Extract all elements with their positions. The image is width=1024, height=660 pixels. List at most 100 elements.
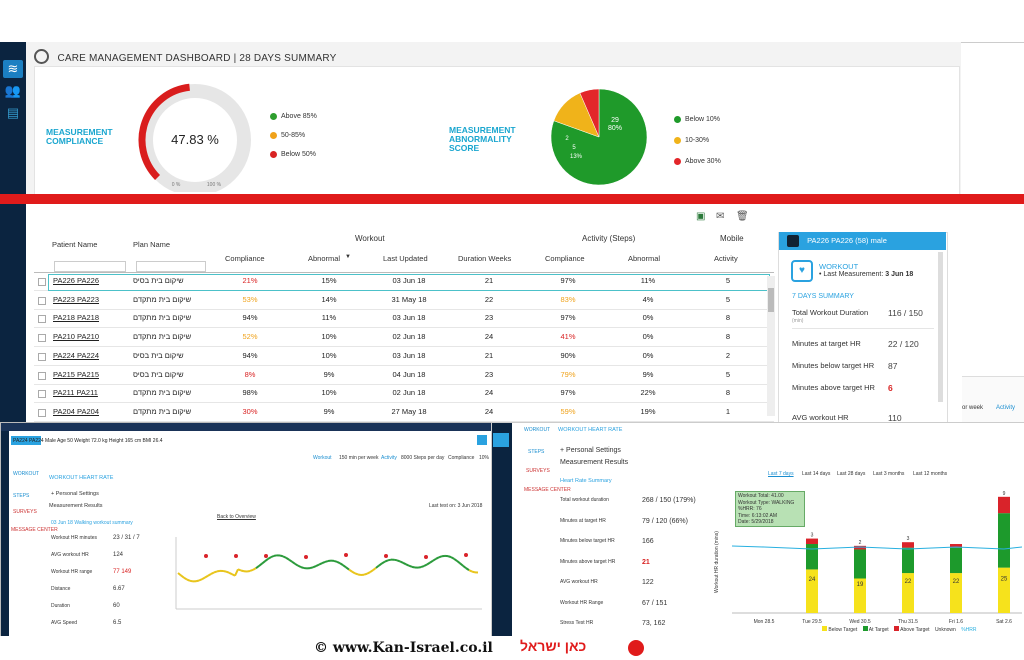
row-checkbox[interactable] — [38, 278, 46, 286]
br-range-tab[interactable]: Last 14 days — [802, 471, 831, 477]
br-nav-steps[interactable]: STEPS — [528, 449, 545, 455]
patient-link[interactable]: PA218 PA218 — [53, 313, 100, 323]
row-checkbox[interactable] — [38, 371, 46, 380]
wifi-icon[interactable]: ≋ — [3, 60, 23, 78]
bar-below-target[interactable] — [998, 567, 1010, 613]
row-checkbox[interactable] — [38, 296, 46, 305]
panel-below-label: Minutes below target HR — [792, 361, 875, 370]
trash-icon[interactable]: 🗑 — [736, 211, 749, 222]
row-checkbox[interactable] — [38, 315, 46, 324]
excel-icon[interactable]: ▣ — [696, 211, 706, 222]
patient-side-panel — [778, 232, 948, 430]
bl-nav-steps[interactable]: STEPS — [13, 493, 30, 499]
col-plan-name[interactable]: Plan Name — [133, 240, 171, 249]
plan-name-cell: שיקום בית בסיס — [133, 350, 184, 360]
bar-at-target[interactable] — [950, 547, 962, 574]
bl-compliance-tab[interactable]: Compliance — [448, 455, 475, 461]
bl-activity-tab[interactable]: Activity — [381, 455, 397, 461]
br-range-tab[interactable]: Last 12 months — [913, 471, 948, 477]
bar-below-target[interactable] — [854, 578, 866, 613]
bar-above-target[interactable] — [998, 496, 1010, 514]
panel-scrollbar[interactable] — [938, 252, 943, 402]
plan-name-cell: שיקום בית בסיס — [133, 369, 184, 379]
mail-icon[interactable]: ✉ — [716, 211, 725, 222]
bar-above-target[interactable] — [806, 538, 818, 545]
bl-nav-message-center[interactable]: MESSAGE CENTER — [11, 527, 58, 533]
bar-above-target[interactable] — [950, 544, 962, 548]
row-checkbox[interactable] — [38, 352, 46, 361]
bl-nav-workout[interactable]: WORKOUT — [13, 471, 40, 477]
br-range-tab[interactable]: Last 28 days — [837, 471, 866, 477]
dashboard-title-row: CARE MANAGEMENT DASHBOARD | 28 DAYS SUMM… — [34, 48, 336, 66]
bl-hr-segment — [387, 558, 392, 562]
col-duration-weeks[interactable]: Duration Weeks — [458, 254, 512, 263]
bar-below-target[interactable] — [902, 573, 914, 613]
bl-stat-label: Workout HR minutes — [51, 535, 98, 541]
bl-hr-segment — [321, 560, 326, 565]
col-compliance[interactable]: Compliance — [225, 254, 265, 263]
br-nav-workout[interactable]: WORKOUT — [524, 427, 551, 433]
compliance-label: MEASUREMENT COMPLIANCE — [46, 128, 113, 146]
br-range-tab[interactable]: Last 3 months — [873, 471, 905, 477]
bl-hr-segment — [273, 554, 278, 557]
row-checkbox[interactable] — [38, 334, 46, 343]
legend-50-85: 50-85% — [270, 126, 317, 145]
bl-workout-tab[interactable]: Workout — [313, 455, 332, 461]
bl-hr-segment — [345, 566, 350, 571]
scrollbar-thumb[interactable] — [768, 288, 774, 312]
bar-above-target[interactable] — [854, 545, 866, 550]
col-patient-name[interactable]: Patient Name — [52, 240, 98, 249]
bl-nav-surveys[interactable]: SURVEYS — [13, 509, 37, 515]
table-cell-abn: 9% — [323, 406, 335, 416]
row-checkbox[interactable] — [38, 390, 46, 399]
bar-at-target[interactable] — [806, 544, 818, 570]
row-divider — [34, 364, 774, 366]
activity-tab[interactable]: Activity — [996, 405, 1016, 411]
table-cell-mob: 8 — [725, 313, 731, 323]
col-mobile-activity[interactable]: Activity — [714, 254, 738, 263]
table-cell-mob: 2 — [725, 350, 731, 360]
patient-link[interactable]: PA223 PA223 — [53, 294, 100, 304]
pie-slice-green[interactable] — [550, 88, 648, 186]
patient-link[interactable]: PA226 PA226 — [53, 276, 100, 285]
col-abnormal[interactable]: Abnormal — [308, 254, 341, 263]
users-icon[interactable]: 👥 — [4, 83, 22, 98]
row-checkbox[interactable] — [38, 408, 46, 417]
pie-yellow-value: 5 — [572, 145, 576, 151]
table-cell-mob: 8 — [725, 388, 731, 398]
patient-link[interactable]: PA210 PA210 — [53, 332, 100, 342]
br-personal-settings[interactable]: + Personal Settings — [560, 447, 621, 454]
table-cell-mob: 5 — [725, 276, 731, 285]
br-range-tab[interactable]: Last 7 days — [768, 471, 794, 477]
document-icon[interactable]: ▤ — [6, 105, 20, 120]
br-stat-value: 166 — [642, 538, 654, 545]
br-nav-surveys[interactable]: SURVEYS — [526, 468, 550, 474]
bl-hr-segment — [309, 566, 314, 570]
bar-at-target[interactable] — [854, 549, 866, 579]
col-activity-compliance[interactable]: Compliance — [545, 254, 585, 263]
bar-at-target[interactable] — [998, 513, 1010, 568]
table-cell-acomp: 79% — [560, 369, 576, 379]
col-activity-abnormal[interactable]: Abnormal — [628, 254, 661, 263]
pie-slice-red[interactable] — [579, 88, 600, 138]
bar-above-target[interactable] — [902, 542, 914, 548]
patient-link[interactable]: PA224 PA224 — [53, 350, 100, 360]
plan-filter-input[interactable] — [136, 261, 206, 272]
patient-link[interactable]: PA211 PA211 — [53, 388, 98, 398]
col-last-updated[interactable]: Last Updated — [383, 254, 428, 263]
br-side-icon[interactable] — [493, 433, 509, 447]
patient-link[interactable]: PA215 PA215 — [53, 369, 100, 379]
br-nav-message-center[interactable]: MESSAGE CENTER — [524, 487, 571, 493]
bar-below-target[interactable] — [806, 569, 818, 613]
bl-back-link[interactable]: Back to Overview — [217, 514, 256, 520]
bl-personal-settings[interactable]: + Personal Settings — [51, 491, 99, 497]
table-scrollbar[interactable] — [767, 276, 775, 416]
sort-desc-icon[interactable]: ▼ — [345, 254, 351, 260]
bar-top-label: 9 — [1003, 491, 1006, 497]
bl-settings-icon[interactable] — [477, 435, 487, 445]
bar-below-target[interactable] — [950, 573, 962, 613]
patient-link[interactable]: PA204 PA204 — [53, 406, 100, 416]
table-cell-last: 02 Jun 18 — [392, 332, 426, 342]
bar-at-target[interactable] — [902, 547, 914, 574]
patient-filter-input[interactable] — [54, 261, 126, 272]
